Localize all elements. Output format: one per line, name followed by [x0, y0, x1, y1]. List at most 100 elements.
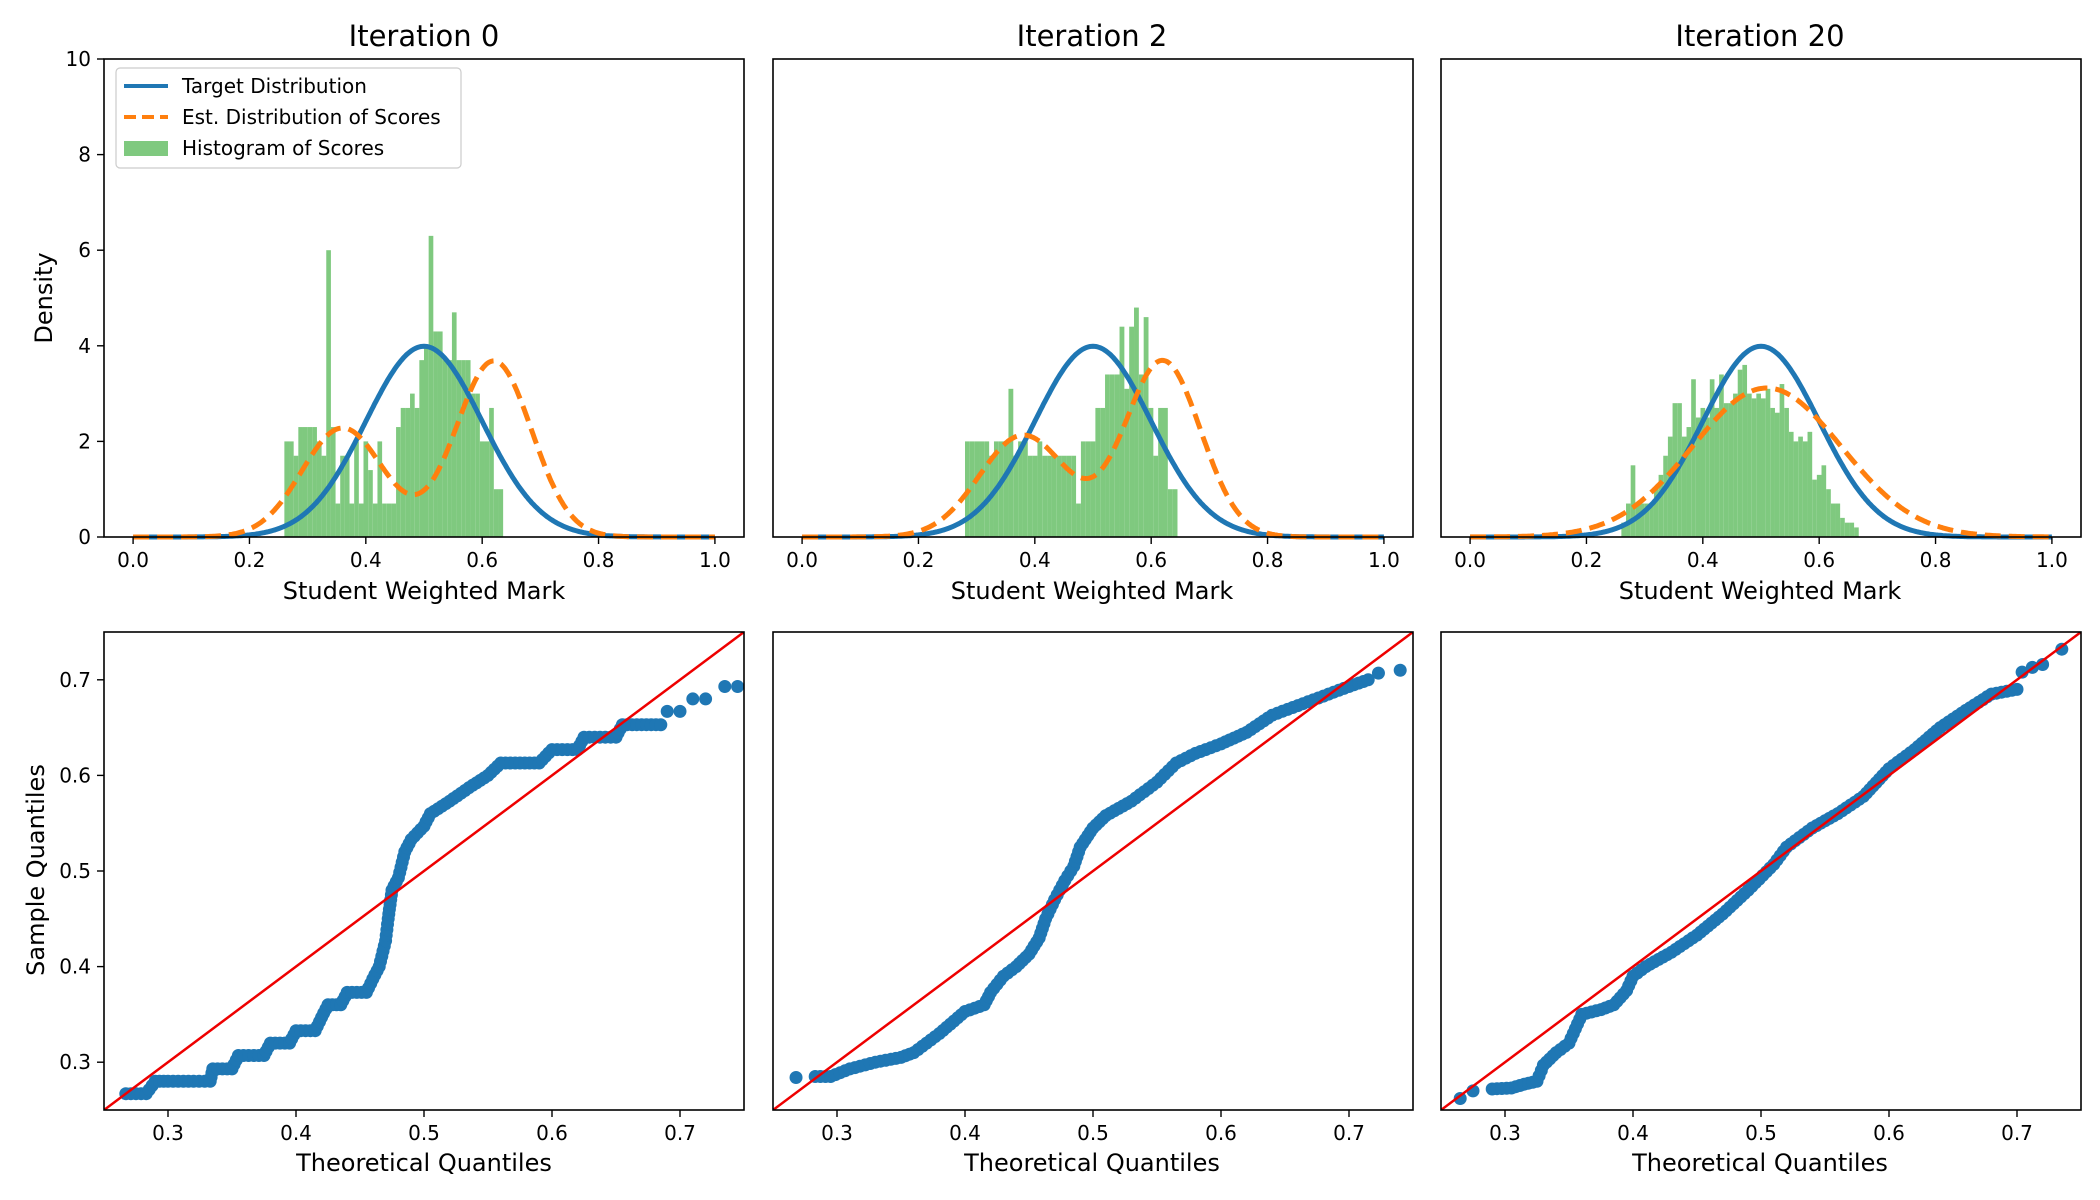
histogram-bar	[1148, 407, 1154, 537]
axes-frame	[772, 58, 1414, 538]
x-tick-label: 0.3	[821, 1121, 853, 1145]
histogram-bar	[284, 441, 290, 537]
histogram-bar	[312, 427, 317, 537]
histogram-bar	[368, 470, 373, 537]
histogram-bar	[1733, 393, 1738, 537]
density-panel-iteration-20: 0.0 0.2 0.4 0.6 0.8 1.0	[1440, 58, 2082, 572]
qq-point	[731, 679, 744, 693]
axes-frame	[1440, 58, 2082, 538]
histogram-bar	[1162, 407, 1168, 537]
x-tick-label: 0.2	[903, 548, 935, 572]
qq-point	[660, 704, 674, 718]
histogram-bar	[1105, 374, 1110, 537]
qq-point	[654, 718, 668, 732]
reference-line	[1441, 632, 2081, 1110]
estimated-distribution-line	[1469, 385, 2053, 540]
histogram-bar	[1784, 407, 1789, 537]
x-tick-label: 1.0	[1368, 548, 1400, 572]
histogram-bar	[1153, 455, 1159, 537]
histogram-bar	[1167, 489, 1173, 537]
qq-panel-iteration-0: 0.3 0.4 0.5 0.6 0.7 0.3 0.4 0.5 0.6 0.7	[59, 631, 745, 1145]
x-tick-label: 0.6	[1135, 548, 1167, 572]
histogram-bar	[1644, 503, 1650, 537]
histogram-bar	[340, 455, 345, 537]
histogram-bar	[1793, 441, 1799, 537]
histogram-bar	[302, 427, 308, 537]
y-tick-label: 6	[78, 238, 91, 262]
ylabel-density: Density	[30, 252, 58, 343]
xlabel-top-1: Student Weighted Mark	[951, 577, 1234, 605]
x-tick-label: 0.8	[1920, 548, 1952, 572]
histogram-bar	[1798, 436, 1803, 537]
histogram-bar	[1686, 427, 1692, 537]
qq-point	[699, 692, 713, 706]
histogram-bar	[1709, 379, 1715, 537]
y-tick-label: 2	[78, 429, 91, 453]
qq-point	[1371, 666, 1385, 680]
xlabel-top-0: Student Weighted Mark	[283, 577, 566, 605]
histogram-bar	[1037, 441, 1043, 537]
x-tick-label: 0.2	[234, 548, 266, 572]
panel-title-iteration-2: Iteration 2	[1017, 19, 1168, 53]
axes-frame	[772, 631, 1414, 1111]
histogram-bar	[1018, 441, 1023, 537]
histogram-bar	[1061, 455, 1067, 537]
y-tick-label: 0	[78, 525, 91, 549]
histogram-bar	[1667, 436, 1673, 537]
qq-point	[1361, 673, 1375, 687]
histogram-bar	[298, 427, 303, 537]
histogram-bar	[1723, 403, 1729, 537]
y-tick-label: 0.4	[59, 955, 91, 979]
histogram-bar	[424, 345, 429, 537]
histogram-bar	[498, 489, 504, 537]
histogram-bar	[1844, 522, 1850, 537]
histogram-bar	[1742, 364, 1748, 537]
histogram-bar	[484, 441, 490, 537]
histogram-bar	[414, 407, 420, 537]
qq-point	[686, 692, 700, 706]
histogram-bar	[1051, 455, 1057, 537]
x-tick-label: 0.4	[350, 548, 382, 572]
x-tick-label: 0.3	[152, 1121, 184, 1145]
x-tick-label: 0.4	[1687, 548, 1719, 572]
x-tick-label: 0.2	[1571, 548, 1603, 572]
x-tick-label: 0.4	[280, 1121, 312, 1145]
histogram-bar	[969, 441, 975, 537]
histogram-bar	[1826, 489, 1831, 537]
qq-point	[2015, 665, 2029, 679]
histogram-bar	[489, 407, 494, 537]
histogram-bar	[1653, 489, 1659, 537]
qq-point	[789, 1070, 803, 1084]
histogram-bar	[358, 503, 364, 537]
qq-point	[1453, 1092, 1467, 1106]
histogram-bar	[1076, 503, 1081, 537]
legend-box	[115, 67, 462, 169]
qq-point	[2036, 658, 2050, 672]
xlabel-bottom-2: Theoretical Quantiles	[1631, 1149, 1888, 1177]
legend: Target Distribution Est. Distribution of…	[115, 67, 462, 169]
x-tick-label: 0.4	[1617, 1121, 1649, 1145]
histogram-bar	[382, 503, 387, 537]
y-tick-label: 4	[78, 334, 91, 358]
histogram-bar	[1691, 379, 1696, 537]
histogram-bar	[1138, 374, 1144, 537]
histogram-bar	[442, 360, 448, 537]
histogram-bar	[391, 503, 397, 537]
histogram-bar	[1042, 455, 1048, 537]
histogram-bar	[377, 441, 383, 537]
histogram-bar	[1032, 455, 1038, 537]
histogram-bar	[1649, 503, 1654, 537]
x-tick-label: 0.5	[408, 1121, 440, 1145]
histogram-bar	[984, 441, 990, 537]
panel-title-iteration-0: Iteration 0	[349, 19, 500, 53]
y-tick-label: 0.6	[59, 763, 91, 787]
histogram-bar	[1124, 388, 1130, 537]
histogram-bar	[1635, 503, 1640, 537]
histogram-bar	[1022, 441, 1028, 537]
histogram-bar	[1013, 455, 1019, 537]
histogram-bar	[307, 427, 313, 537]
histogram-bar	[1807, 431, 1813, 537]
qq-panel-iteration-2: 0.3 0.4 0.5 0.6 0.7	[772, 631, 1414, 1145]
histogram-bar	[1681, 436, 1687, 537]
